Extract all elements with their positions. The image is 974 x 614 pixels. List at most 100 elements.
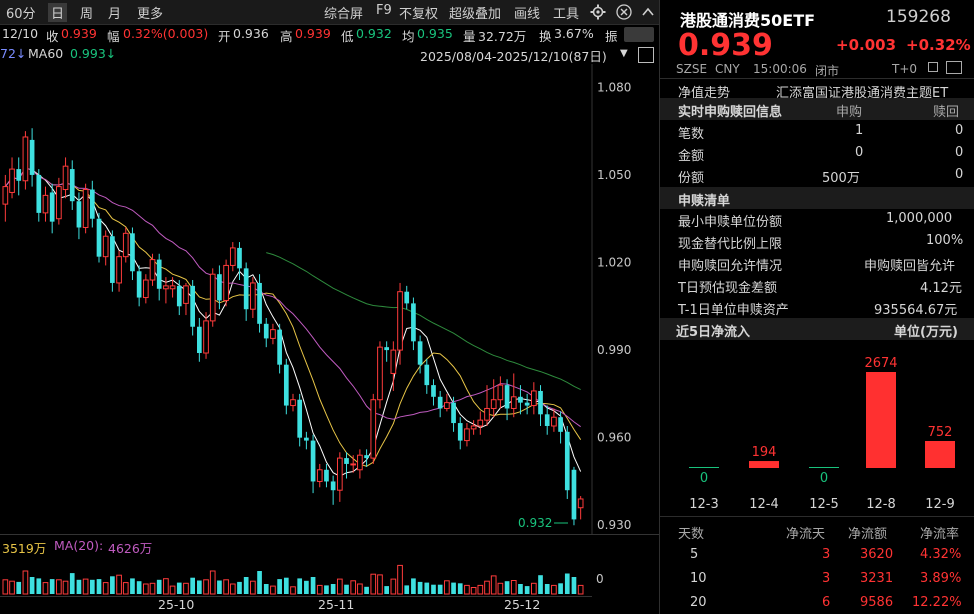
candle-body <box>417 341 423 365</box>
inflow-bar <box>925 441 955 468</box>
candle-body <box>49 192 55 222</box>
candle-body <box>558 417 563 432</box>
open-value: 0.936 <box>233 26 269 41</box>
stats-row: 10 3 3231 3.89% <box>660 568 974 590</box>
volume-bar <box>122 582 129 595</box>
candle-body <box>223 264 229 301</box>
period-week[interactable]: 周 <box>80 7 94 22</box>
stats-net-days: 3 <box>822 571 831 586</box>
realtime-row-red: 0 <box>955 123 964 138</box>
candlestick-chart[interactable]: 1.080 1.050 1.020 0.990 0.960 0.930 0.932 <box>0 64 659 534</box>
inflow-date-label: 12-9 <box>925 497 955 512</box>
stats-days: 10 <box>690 571 707 586</box>
panel-divider <box>659 0 660 614</box>
save-icon[interactable] <box>638 47 654 63</box>
open-label: 开 <box>218 29 231 44</box>
candle-body <box>110 236 115 283</box>
checkbox-icon[interactable] <box>928 62 938 72</box>
tools-button[interactable]: 工具 <box>553 7 580 22</box>
market: SZSE <box>676 62 708 76</box>
list-row-value: 100% <box>926 233 964 248</box>
volume-bar <box>183 582 189 595</box>
stats-net-days: 3 <box>822 547 831 562</box>
inflow-bar <box>689 467 719 468</box>
close-icon[interactable] <box>616 4 632 20</box>
realtime-title: 实时申购赎回信息 <box>678 105 783 120</box>
realtime-row-label: 笔数 <box>678 127 705 142</box>
candle-body <box>183 285 189 304</box>
volume-bar <box>102 582 109 595</box>
ma60-label: MA60 <box>28 46 64 61</box>
period-day[interactable]: 日 <box>48 3 68 22</box>
list-row-value: 935564.67元 <box>874 303 958 318</box>
realtime-row-red: 0 <box>955 167 964 182</box>
candle-body <box>504 385 510 409</box>
panel-layout-icon[interactable] <box>946 61 962 74</box>
candle-body <box>304 437 309 441</box>
candle-body <box>524 402 530 406</box>
list-row: 最小申赎单位份额 1,000,000 <box>660 208 974 230</box>
volume-bar <box>169 585 176 595</box>
candle-body <box>377 346 383 401</box>
volume-bar <box>530 582 537 595</box>
overlay-button[interactable]: 超级叠加 <box>449 7 502 22</box>
y-tick-label: 1.080 <box>597 80 631 94</box>
volume-bar <box>558 583 563 594</box>
period-60min[interactable]: 60分 <box>6 7 36 22</box>
stats-header: 天数 净流天 净流额 净流率 <box>660 520 974 542</box>
realtime-row-red: 0 <box>955 145 964 160</box>
volume-bar <box>497 582 504 595</box>
volume-bar <box>564 573 570 594</box>
candle-body <box>564 431 570 491</box>
volume-bar <box>116 574 122 595</box>
volume-label: 量 <box>463 29 476 44</box>
f9-button[interactable]: F9 <box>376 3 392 18</box>
candle-body <box>263 323 269 339</box>
candle-body <box>464 428 470 442</box>
candle-body <box>190 285 195 327</box>
draw-line-button[interactable]: 画线 <box>514 7 541 22</box>
period-more[interactable]: 更多 <box>137 7 164 22</box>
volume-bar <box>49 579 55 594</box>
candle-body <box>530 390 537 407</box>
close-value: 0.939 <box>61 26 97 41</box>
range-dropdown-icon[interactable]: ▼ <box>620 48 628 59</box>
inflow-date-label: 12-8 <box>866 497 896 512</box>
wp-icon[interactable] <box>624 27 654 42</box>
quote-info-line: 12/10 收 0.939 幅 0.32%(0.003) 开 0.936 高 0… <box>0 25 660 45</box>
no-adjust-button[interactable]: 不复权 <box>399 7 439 22</box>
candle-body <box>176 285 182 307</box>
volume-bar <box>330 584 336 594</box>
volume-bar <box>357 583 363 595</box>
stats-amount: 3620 <box>860 547 894 562</box>
list-row-label: T-1日单位申赎资产 <box>678 303 789 318</box>
candle-body <box>364 455 369 459</box>
candle-body <box>324 469 329 482</box>
candle-body <box>424 364 430 386</box>
volume-bar <box>283 577 289 594</box>
fund-name: 港股通消费50ETF <box>680 11 816 30</box>
candle-body <box>250 282 256 310</box>
volume-bar <box>56 579 62 595</box>
inflow-bar <box>866 372 896 468</box>
composite-screen-button[interactable]: 综合屏 <box>324 7 364 22</box>
candle-body <box>544 414 550 426</box>
volume-bar <box>451 582 456 594</box>
volume-bar <box>324 585 329 594</box>
candle-body <box>538 390 543 415</box>
candle-body <box>130 233 135 272</box>
stats-col-rate: 净流率 <box>920 527 960 542</box>
candle-body <box>156 259 162 289</box>
high-value: 0.939 <box>295 26 331 41</box>
volume-bar <box>350 580 357 595</box>
y-tick-label: 1.050 <box>597 168 631 182</box>
candle-body <box>122 232 129 258</box>
gear-icon[interactable] <box>590 4 606 20</box>
stats-amount: 9586 <box>860 595 894 610</box>
volume-bar <box>431 584 436 594</box>
collapse-arrow-icon[interactable] <box>640 4 656 20</box>
period-month[interactable]: 月 <box>108 7 122 22</box>
candle-body <box>397 291 403 351</box>
y-tick-label: 0.990 <box>597 343 631 357</box>
nav-row[interactable]: 净值走势 汇添富国证港股通消费主题ET <box>660 78 974 101</box>
